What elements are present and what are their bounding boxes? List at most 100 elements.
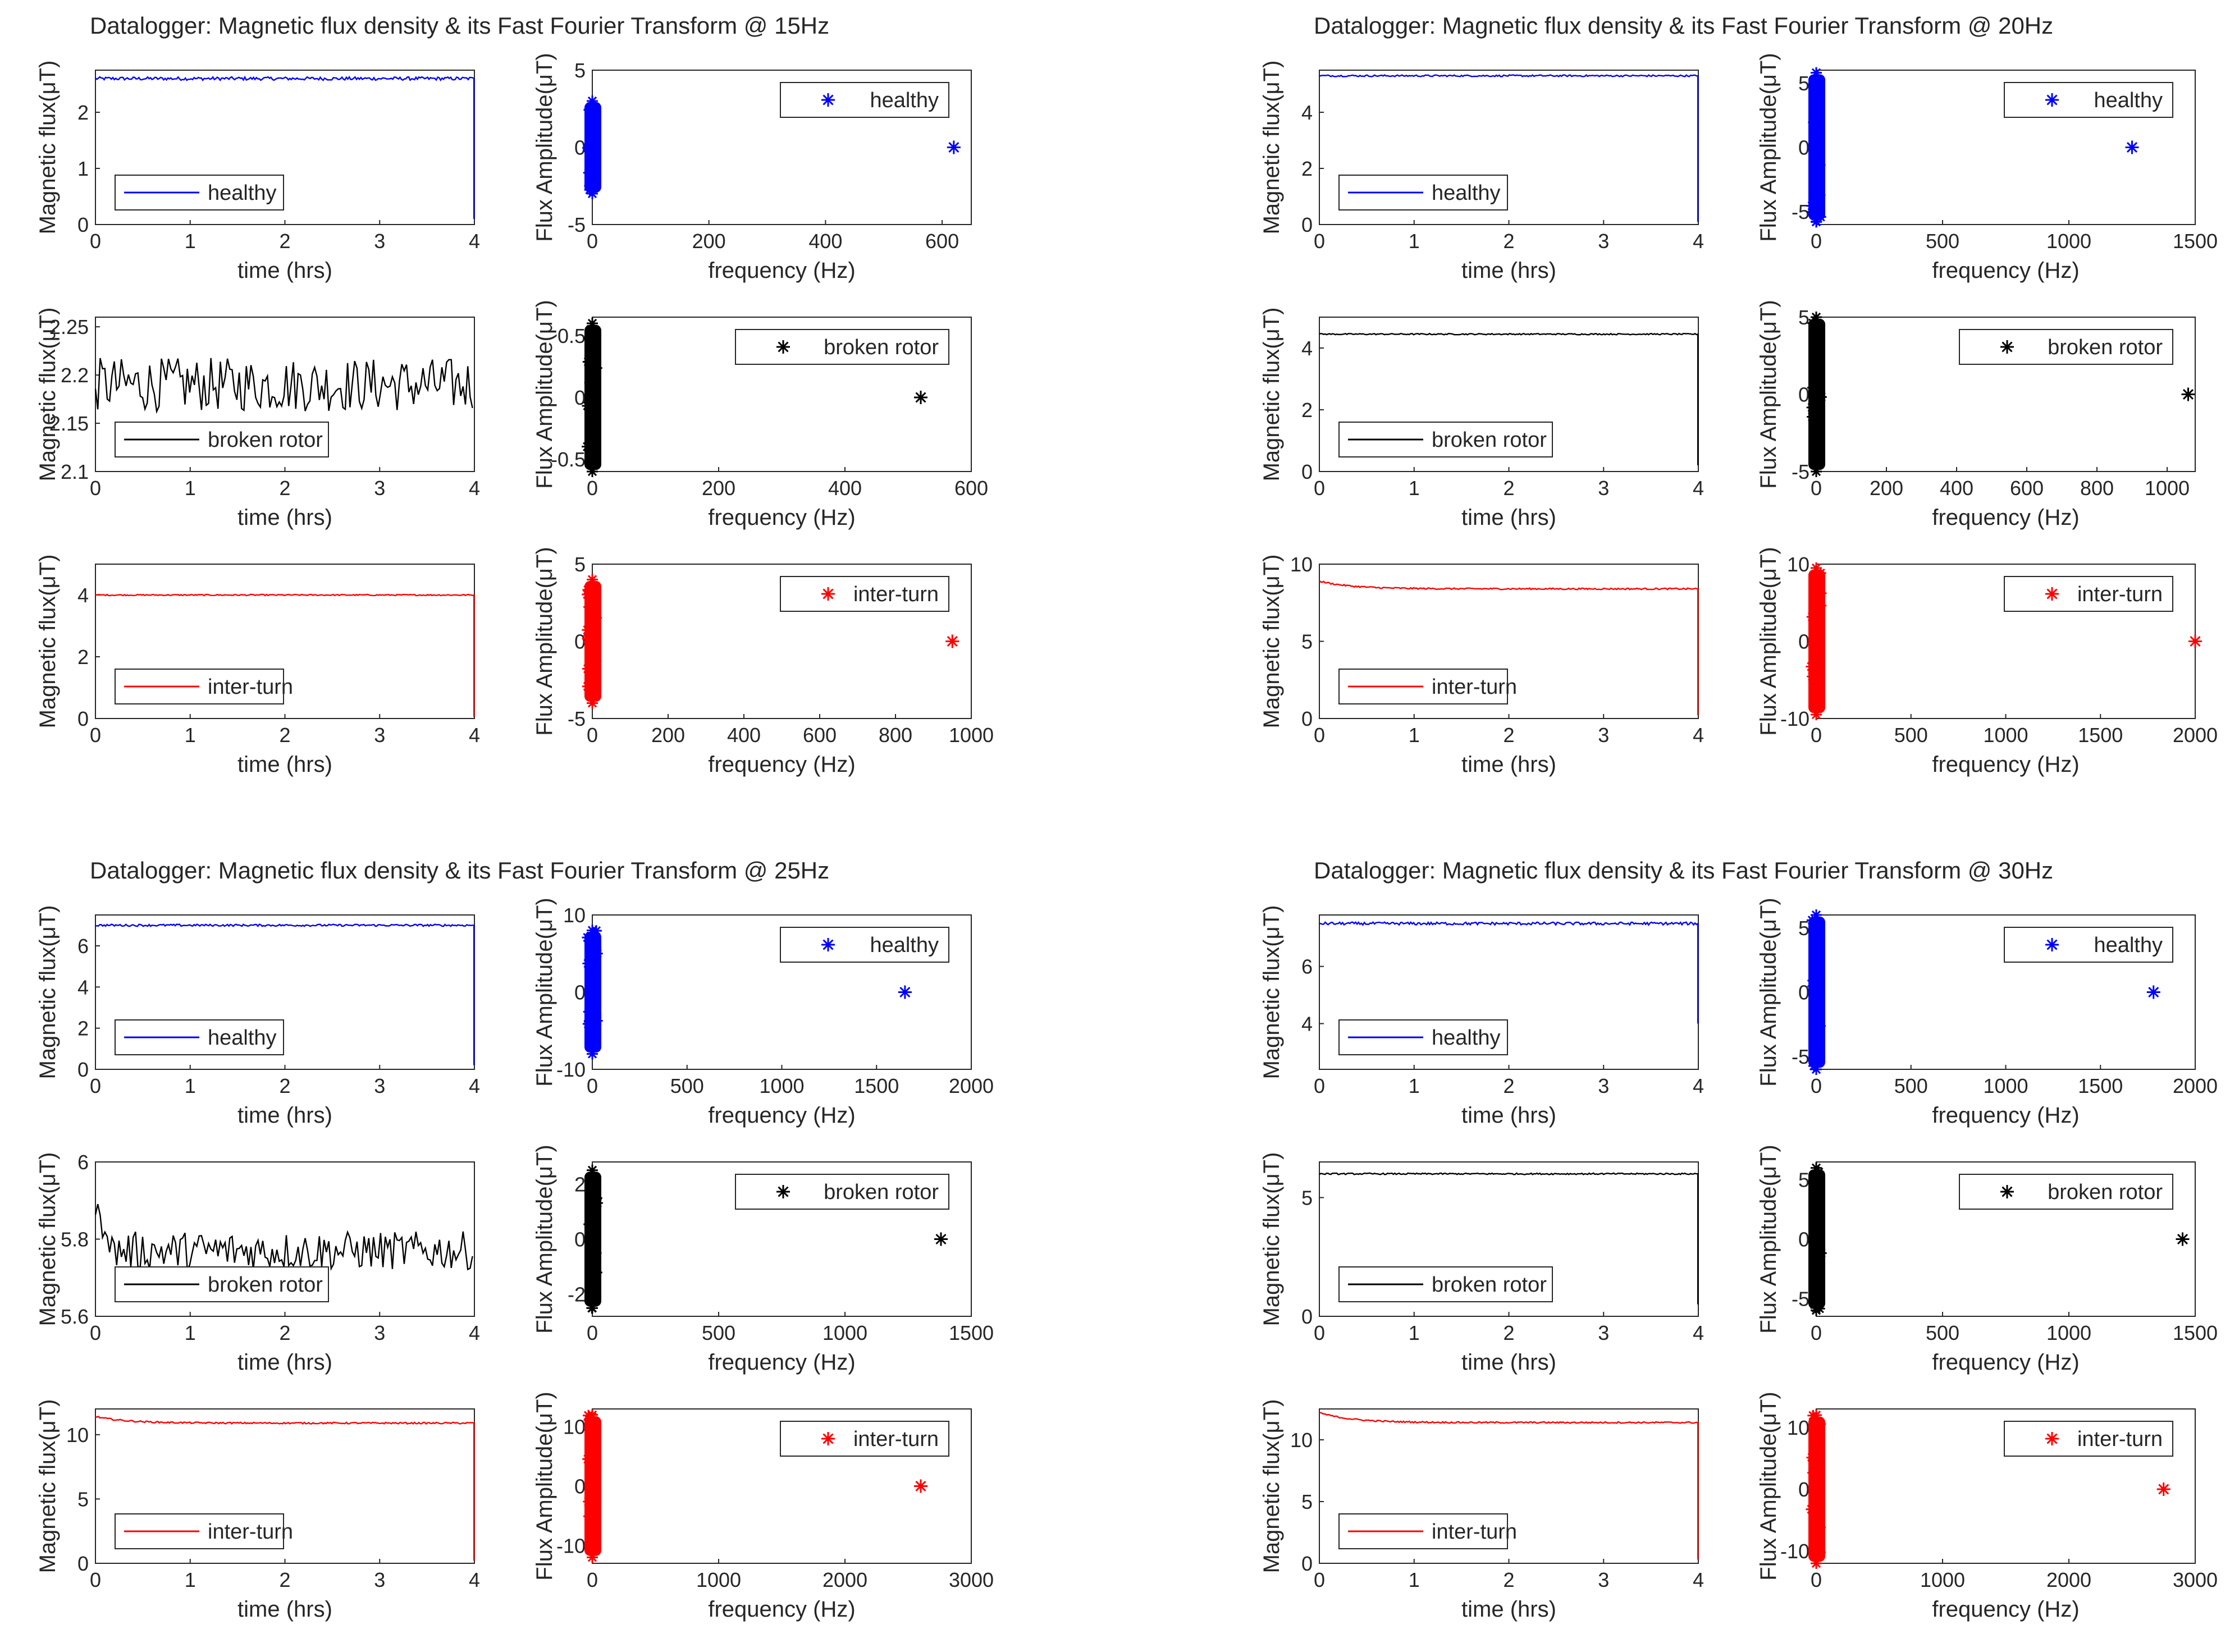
time-broken-rotor-legend-label: broken rotor	[208, 428, 323, 452]
time-broken-rotor-xlabel: time (hrs)	[1461, 505, 1556, 530]
time-healthy-xtick-label: 3	[374, 230, 385, 253]
fft-cluster-point-broken-rotor	[1811, 312, 1822, 323]
fft-broken-rotor-ytick-label: 0	[1798, 1228, 1810, 1251]
time-inter-turn-legend-label: inter-turn	[1432, 675, 1517, 699]
fft-cluster-point-healthy	[1813, 1007, 1825, 1019]
fft-cluster-point-inter-turn	[1812, 613, 1824, 625]
fft-cluster-point-inter-turn	[583, 1422, 595, 1434]
time-inter-turn-ytick-label: 0	[77, 1552, 89, 1575]
fft-cluster-point-healthy	[582, 142, 594, 154]
fft-cluster-point-inter-turn	[1809, 1547, 1821, 1559]
time-inter-turn-xtick-label: 4	[1693, 724, 1704, 747]
time-broken-rotor-legend-label: broken rotor	[1432, 1273, 1547, 1297]
time-series-line-broken-rotor	[94, 358, 473, 414]
fft-healthy-legend-marker	[2045, 93, 2059, 107]
fft-inter-turn-xtick-label: 1000	[949, 724, 994, 747]
fft-healthy-ytick-label: -5	[568, 213, 586, 236]
time-inter-turn-xtick-label: 0	[90, 1568, 101, 1591]
figure-title: Datalogger: Magnetic flux density & its …	[1314, 12, 2053, 39]
fft-healthy-legend-label: healthy	[2094, 89, 2163, 112]
time-healthy-xtick-label: 3	[1598, 230, 1609, 253]
fft-cluster-point-inter-turn	[582, 1453, 594, 1465]
fft-healthy-xlabel: frequency (Hz)	[1932, 1103, 2079, 1128]
figure-title: Datalogger: Magnetic flux density & its …	[90, 857, 829, 884]
time-inter-turn-xtick-label: 4	[469, 1568, 480, 1591]
fft-cluster-point-inter-turn	[1813, 1429, 1825, 1441]
fft-cluster-point-broken-rotor	[1807, 411, 1818, 423]
time-healthy-xlabel: time (hrs)	[1461, 1103, 1556, 1128]
time-healthy-ylabel: Magnetic flux(μT)	[1259, 61, 1284, 235]
fft-cluster-point-healthy	[1806, 914, 1818, 926]
fft-inter-turn-xtick-label: 0	[587, 724, 598, 747]
fft-healthy-legend-label: healthy	[870, 933, 939, 957]
fft-healthy-ytick-label: -5	[1792, 200, 1810, 223]
fft-cluster-point-broken-rotor	[587, 1302, 598, 1314]
fft-cluster-point-broken-rotor	[583, 332, 595, 344]
fft-broken-rotor-legend-label: broken rotor	[824, 1180, 939, 1204]
time-inter-turn-xtick-label: 0	[1314, 724, 1325, 747]
fft-inter-turn-xlabel: frequency (Hz)	[708, 752, 855, 777]
fft-broken-rotor-legend-marker	[2000, 1185, 2014, 1198]
time-broken-rotor-ytick-label: 5.8	[61, 1228, 89, 1251]
fft-cluster-point-broken-rotor	[1807, 317, 1819, 329]
fft-healthy-ytick-label: 10	[563, 904, 586, 927]
fft-healthy-xtick-label: 500	[1926, 230, 1959, 253]
fft-outlier-point-inter-turn	[945, 634, 959, 648]
time-healthy-xtick-label: 2	[279, 1074, 290, 1097]
fft-inter-turn-xtick-label: 1000	[1983, 724, 2028, 747]
fft-outlier-point-inter-turn	[2156, 1482, 2171, 1496]
time-plot-healthy: 0 1 2 3 4 0 2 4 time (hrs) Magnetic flux(μT) healt…	[1259, 61, 1704, 283]
fft-cluster-point-inter-turn	[1806, 1503, 1817, 1515]
time-broken-rotor-xtick-label: 3	[374, 1321, 385, 1344]
time-inter-turn-ytick-label: 5	[1301, 630, 1313, 653]
time-healthy-xtick-label: 1	[1409, 230, 1420, 253]
fft-cluster-point-healthy	[584, 130, 596, 142]
fft-cluster-point-broken-rotor	[1811, 1192, 1822, 1203]
fft-inter-turn-ytick-label: 10	[1787, 553, 1810, 576]
fft-broken-rotor-xtick-label: 200	[702, 477, 735, 500]
time-broken-rotor-xtick-label: 0	[1314, 477, 1325, 500]
fft-cluster-point-inter-turn	[1810, 658, 1822, 670]
fft-inter-turn-ytick-label: 10	[563, 1416, 586, 1439]
time-healthy-ytick-label: 0	[77, 1058, 89, 1081]
time-broken-rotor-xtick-label: 4	[469, 1321, 480, 1344]
fft-inter-turn-legend-label: inter-turn	[2077, 1427, 2163, 1451]
time-inter-turn-xtick-label: 3	[374, 1568, 385, 1591]
fft-cluster-point-inter-turn	[1815, 587, 1827, 599]
fft-healthy-xtick-label: 1000	[2046, 230, 2091, 253]
time-series-line-healthy	[95, 75, 475, 219]
fft-broken-rotor-xtick-label: 0	[587, 1321, 598, 1344]
fft-inter-turn-ytick-label: 0	[1798, 630, 1810, 653]
fft-cluster-point-healthy	[587, 1021, 599, 1032]
time-broken-rotor-xtick-label: 3	[1598, 1321, 1609, 1344]
fft-cluster-point-broken-rotor	[1812, 442, 1824, 454]
fft-inter-turn-xtick-label: 2000	[823, 1568, 867, 1591]
fft-broken-rotor-xtick-label: 500	[702, 1321, 735, 1344]
fft-cluster-point-broken-rotor	[1815, 1247, 1827, 1259]
fft-cluster-point-inter-turn	[583, 1511, 595, 1522]
time-healthy-xtick-label: 1	[185, 230, 196, 253]
fft-cluster-point-inter-turn	[590, 655, 602, 666]
time-broken-rotor-xlabel: time (hrs)	[1461, 1350, 1556, 1375]
time-healthy-xlabel: time (hrs)	[237, 1103, 332, 1128]
fft-inter-turn-xtick-label: 1000	[1920, 1568, 1965, 1591]
time-broken-rotor-xtick-label: 4	[1693, 477, 1704, 500]
time-plot-broken-rotor: 0 1 2 3 4 0 2 4 time (hrs) Magnetic flux(μT) broke…	[1259, 308, 1704, 530]
fft-cluster-point-inter-turn	[1811, 562, 1822, 574]
time-broken-rotor-xtick-label: 2	[279, 1321, 290, 1344]
time-healthy-xlabel: time (hrs)	[1461, 258, 1556, 283]
time-broken-rotor-ytick-label: 2.25	[49, 315, 89, 338]
fft-outlier-point-healthy	[898, 985, 912, 999]
fft-cluster-point-broken-rotor	[1809, 1278, 1821, 1290]
fft-cluster-point-broken-rotor	[587, 318, 598, 329]
time-inter-turn-xtick-label: 2	[279, 1568, 290, 1591]
fft-inter-turn-xtick-label: 1500	[2078, 724, 2123, 747]
fft-healthy-legend-box	[780, 82, 949, 118]
fft-cluster-point-broken-rotor	[1811, 1162, 1822, 1174]
time-healthy-ylabel: Magnetic flux(μT)	[35, 61, 60, 235]
fft-inter-turn-xtick-label: 2000	[2046, 1568, 2091, 1591]
time-plot-healthy: 0 1 2 3 4 4 6 time (hrs) Magnetic flux(μT) health…	[1259, 905, 1704, 1128]
fft-cluster-point-broken-rotor	[1811, 1170, 1822, 1182]
